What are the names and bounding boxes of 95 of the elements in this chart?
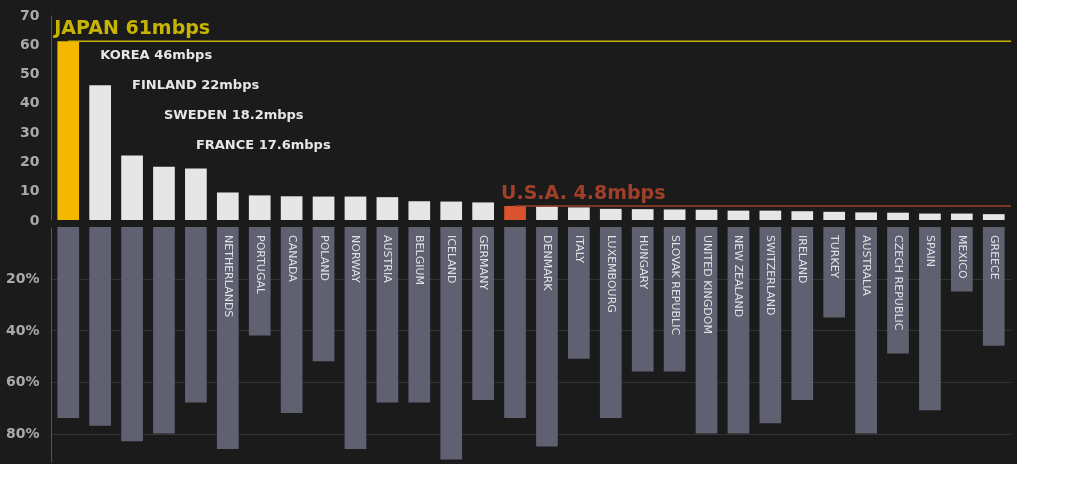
x-tick-label: TURKEY — [828, 234, 842, 279]
bar — [791, 227, 814, 401]
bar — [599, 227, 622, 419]
bar — [982, 214, 1005, 220]
bar — [312, 196, 335, 220]
bar — [823, 227, 846, 318]
annotation: FRANCE 17.6mbps — [195, 137, 331, 152]
y-tick-label: 60% — [5, 373, 40, 390]
bar — [823, 211, 846, 220]
y-tick-label: 0 — [29, 211, 40, 228]
bar — [344, 227, 367, 450]
bar — [121, 155, 143, 220]
bar — [376, 197, 399, 220]
bar — [568, 227, 590, 359]
x-tick-label: POLAND — [317, 235, 331, 281]
x-tick-label: CZECH REPUBLIC — [892, 235, 906, 331]
bar — [631, 209, 654, 220]
annotation: FINLAND 22mbps — [132, 77, 260, 92]
bar — [280, 227, 303, 413]
bar — [695, 209, 718, 220]
bar — [57, 227, 80, 419]
x-tick-label: SWITZERLAND — [764, 235, 778, 316]
bar — [440, 201, 463, 220]
ref-line-label: U.S.A. 4.8mbps — [501, 180, 666, 203]
x-tick-label: NORWAY — [349, 235, 363, 284]
bar — [951, 213, 973, 220]
y-tick-label: 30 — [20, 123, 40, 140]
bar — [982, 227, 1005, 346]
bar — [89, 85, 111, 220]
x-tick-label: GREECE — [987, 235, 1001, 280]
y-tick-label: 60 — [20, 35, 40, 52]
bar — [887, 212, 909, 220]
x-tick-label: ITALY — [572, 235, 586, 264]
bar — [376, 227, 399, 403]
y-tick-label: 50 — [20, 65, 40, 82]
bar — [344, 196, 367, 220]
x-tick-label: NEW ZEALAND — [732, 235, 746, 318]
bar — [153, 227, 175, 434]
x-tick-label: NETHERLANDS — [221, 235, 235, 318]
bar — [280, 196, 303, 220]
y-tick-label: 80% — [5, 425, 40, 442]
bar — [568, 207, 590, 220]
bar — [440, 227, 463, 460]
bar — [919, 213, 941, 220]
bar — [121, 227, 143, 442]
bar — [855, 212, 877, 220]
bar — [185, 227, 207, 403]
annotation: SWEDEN 18.2mbps — [163, 107, 304, 122]
bar — [248, 227, 271, 336]
x-tick-label: DENMARK — [540, 235, 554, 292]
x-tick-label: IRELAND — [796, 235, 810, 284]
x-tick-label: ICELAND — [445, 235, 459, 284]
bar — [759, 210, 782, 220]
bar — [504, 227, 526, 419]
bar — [57, 41, 80, 220]
x-tick-label: HUNGARY — [636, 235, 650, 290]
bar — [504, 205, 526, 220]
x-tick-label: LUXEMBOURG — [604, 235, 618, 313]
x-tick-label: MEXICO — [955, 235, 969, 279]
bar — [248, 195, 271, 220]
bar — [727, 210, 750, 220]
bar — [791, 211, 814, 220]
bar — [89, 227, 111, 426]
x-tick-label: GERMANY — [477, 235, 491, 291]
bar — [536, 227, 558, 447]
bar — [919, 227, 941, 411]
bar — [408, 227, 431, 403]
x-tick-label: BELGIUM — [413, 235, 427, 285]
bar — [408, 201, 431, 220]
bar — [216, 192, 239, 220]
y-tick-label: 40% — [5, 321, 40, 338]
y-tick-label: 40 — [20, 94, 40, 111]
bar — [216, 227, 239, 450]
y-tick-label: 10 — [20, 182, 40, 199]
y-tick-label: 20% — [5, 270, 40, 287]
x-tick-label: SLOVAK REPUBLIC — [668, 235, 682, 336]
ref-line-label: JAPAN 61mbps — [52, 16, 211, 39]
x-tick-label: SPAIN — [923, 235, 937, 267]
bar — [185, 168, 207, 220]
bar — [663, 209, 686, 220]
bar — [472, 227, 494, 401]
y-tick-label: 70 — [20, 6, 40, 23]
bar — [631, 227, 654, 372]
annotation: KOREA 46mbps — [100, 47, 213, 62]
x-tick-label: PORTUGAL — [253, 235, 267, 295]
x-tick-label: UNITED KINGDOM — [700, 235, 714, 334]
bar — [599, 208, 622, 220]
bar — [472, 202, 494, 220]
bar — [536, 206, 558, 220]
y-tick-label: 20 — [20, 152, 40, 169]
x-tick-label: AUSTRIA — [381, 235, 395, 284]
x-tick-label: AUSTRALIA — [860, 235, 874, 297]
x-tick-label: CANADA — [285, 235, 299, 283]
bar — [153, 166, 175, 220]
bar — [855, 227, 877, 434]
